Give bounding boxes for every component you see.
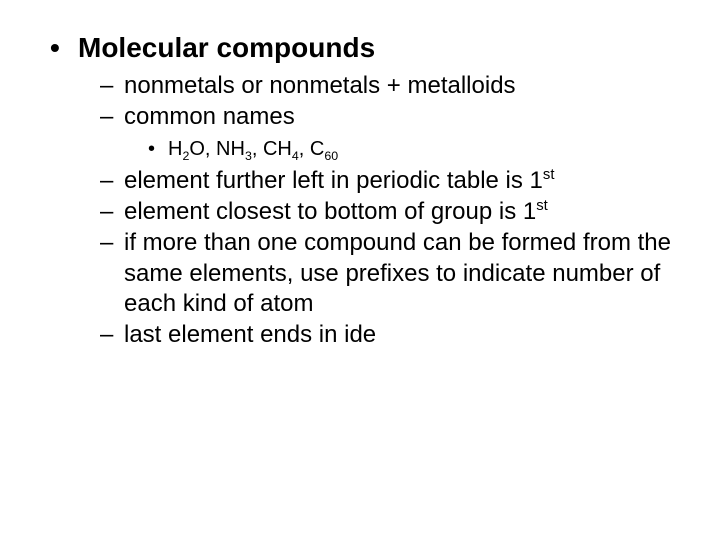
bullet-list-level2: nonmetals or nonmetals + metalloids comm… bbox=[78, 71, 680, 351]
list-item: last element ends in ide bbox=[100, 320, 680, 351]
item-text: if more than one compound can be formed … bbox=[124, 229, 671, 317]
formula: CH4 bbox=[263, 138, 299, 160]
list-item: element further left in periodic table i… bbox=[100, 166, 680, 197]
item-text: last element ends in ide bbox=[124, 321, 376, 348]
title-item: Molecular compounds nonmetals or nonmeta… bbox=[50, 30, 680, 351]
formula: C60 bbox=[310, 138, 338, 160]
item-text: nonmetals or nonmetals + metalloids bbox=[124, 72, 516, 99]
list-item: if more than one compound can be formed … bbox=[100, 228, 680, 320]
formula: NH3 bbox=[216, 138, 252, 160]
item-text: common names bbox=[124, 103, 295, 130]
formula: H2O bbox=[168, 138, 205, 160]
list-item: nonmetals or nonmetals + metalloids bbox=[100, 71, 680, 102]
bullet-list-level1: Molecular compounds nonmetals or nonmeta… bbox=[50, 30, 680, 351]
list-item: common names H2O, NH3, CH4, C60 bbox=[100, 102, 680, 163]
item-text: element closest to bottom of group is 1 bbox=[124, 198, 536, 225]
bullet-list-level3: H2O, NH3, CH4, C60 bbox=[124, 136, 680, 162]
title-text: Molecular compounds bbox=[78, 32, 375, 63]
formula-line: H2O, NH3, CH4, C60 bbox=[148, 136, 680, 162]
ordinal-suffix: st bbox=[543, 167, 555, 183]
list-item: element closest to bottom of group is 1s… bbox=[100, 197, 680, 228]
slide: Molecular compounds nonmetals or nonmeta… bbox=[0, 0, 720, 540]
item-text: element further left in periodic table i… bbox=[124, 167, 543, 194]
ordinal-suffix: st bbox=[536, 198, 548, 214]
